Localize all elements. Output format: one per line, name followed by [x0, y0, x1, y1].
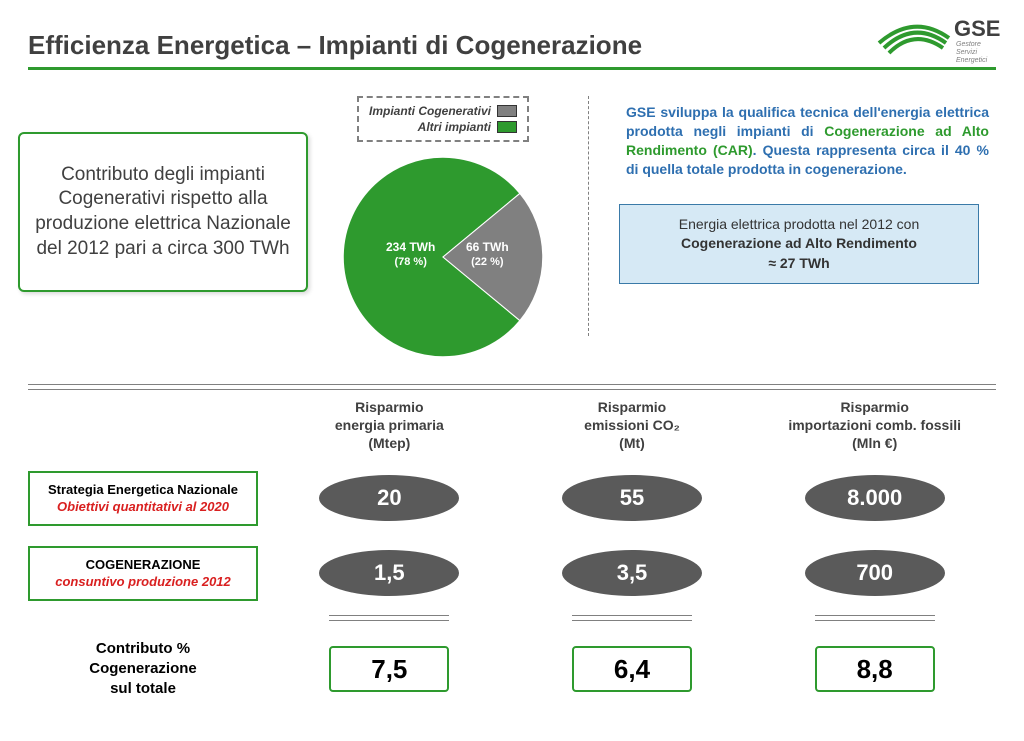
stat-line2: Cogenerazione ad Alto Rendimento [681, 235, 917, 251]
mini-divider-0 [329, 615, 449, 621]
pie-legend: Impianti Cogenerativi Altri impianti [357, 96, 529, 142]
pct-box-1: 6,4 [572, 646, 692, 692]
legend-swatch-other [497, 121, 517, 133]
pie-slice-0-sub: (78 %) [394, 256, 426, 268]
stat-line1: Energia elettrica prodotta nel 2012 con [679, 216, 920, 232]
pie-slice-1-val: 66 TWh [466, 240, 509, 254]
pill-cogen-0: 1,5 [319, 550, 459, 596]
logo-sub1: Gestore [956, 41, 981, 48]
pie-chart-area: Impianti Cogenerativi Altri impianti 234… [318, 96, 568, 362]
mini-divider-2 [815, 615, 935, 621]
col0-l2: energia primaria [335, 417, 444, 433]
col1-l1: Risparmio [598, 399, 666, 415]
pie-slice-label-1: 66 TWh (22 %) [466, 240, 509, 270]
vertical-separator [588, 96, 589, 336]
pct-l3: sul totale [110, 680, 176, 697]
col0-l1: Risparmio [355, 399, 423, 415]
col2-l2: importazioni comb. fossili [788, 417, 961, 433]
gse-logo: GSE Gestore Servizi Energetici [874, 8, 1004, 68]
info-paragraph: GSE sviluppa la qualifica tecnica dell'e… [619, 96, 996, 186]
col0-unit: (Mtep) [368, 435, 410, 451]
stat-value: ≈ 27 TWh [768, 255, 829, 271]
row0-red: Obiettivi quantitativi al 2020 [57, 499, 229, 514]
pct-box-2: 8,8 [815, 646, 935, 692]
col-header-0: Risparmio energia primaria (Mtep) [268, 398, 511, 453]
col1-l2: emissioni CO₂ [584, 417, 680, 433]
mini-divider-1 [572, 615, 692, 621]
row-label-cogen: COGENERAZIONE consuntivo produzione 2012 [28, 546, 258, 601]
matrix-row-sen: Strategia Energetica Nazionale Obiettivi… [28, 471, 996, 526]
right-info-panel: GSE sviluppa la qualifica tecnica dell'e… [609, 96, 1006, 362]
callout-text: Contributo degli impianti Cogenerativi r… [32, 163, 294, 262]
logo-sub2: Servizi [956, 49, 977, 56]
matrix-row-pct: Contributo % Cogenerazione sul totale 7,… [28, 631, 996, 708]
col-header-2: Risparmio importazioni comb. fossili (Ml… [753, 398, 996, 453]
logo-text: GSE [954, 16, 1000, 41]
pct-l1: Contributo % [96, 640, 190, 657]
row1-red: consuntivo produzione 2012 [55, 574, 231, 589]
pct-box-0: 7,5 [329, 646, 449, 692]
matrix-column-headers: Risparmio energia primaria (Mtep) Rispar… [268, 398, 996, 453]
pie-slice-label-0: 234 TWh (78 %) [386, 240, 435, 270]
legend-swatch-cogen [497, 105, 517, 117]
pie-chart: 234 TWh (78 %) 66 TWh (22 %) [338, 152, 548, 362]
col2-unit: (Mln €) [852, 435, 897, 451]
col2-l1: Risparmio [840, 399, 908, 415]
col1-unit: (Mt) [619, 435, 645, 451]
logo-swoosh-icon [879, 27, 949, 53]
pct-l2: Cogenerazione [89, 660, 197, 677]
savings-matrix: Risparmio energia primaria (Mtep) Rispar… [0, 390, 1024, 708]
matrix-row-cogen: COGENERAZIONE consuntivo produzione 2012… [28, 546, 996, 601]
legend-label-cogen: Impianti Cogenerativi [369, 104, 491, 118]
logo-sub3: Energetici [956, 57, 988, 64]
title-underline [28, 67, 996, 70]
top-section: Contributo degli impianti Cogenerativi r… [0, 78, 1024, 372]
pill-cogen-2: 700 [805, 550, 945, 596]
pie-slice-0-val: 234 TWh [386, 240, 435, 254]
pill-cogen-1: 3,5 [562, 550, 702, 596]
legend-row-cogen: Impianti Cogenerativi [369, 104, 517, 118]
stat-box: Energia elettrica prodotta nel 2012 con … [619, 204, 979, 285]
page-title: Efficienza Energetica – Impianti di Coge… [28, 30, 996, 61]
col-header-1: Risparmio emissioni CO₂ (Mt) [511, 398, 754, 453]
mini-divider-row [268, 615, 996, 621]
slide-header: Efficienza Energetica – Impianti di Coge… [0, 0, 1024, 78]
pill-sen-0: 20 [319, 475, 459, 521]
row1-black: COGENERAZIONE [86, 557, 201, 572]
pie-slice-1-sub: (22 %) [471, 256, 503, 268]
pill-sen-1: 55 [562, 475, 702, 521]
legend-label-other: Altri impianti [418, 120, 491, 134]
row0-black: Strategia Energetica Nazionale [48, 482, 238, 497]
legend-row-other: Altri impianti [369, 120, 517, 134]
row-label-sen: Strategia Energetica Nazionale Obiettivi… [28, 471, 258, 526]
pill-sen-2: 8.000 [805, 475, 945, 521]
row-label-pct: Contributo % Cogenerazione sul totale [28, 631, 258, 708]
callout-box: Contributo degli impianti Cogenerativi r… [18, 132, 308, 292]
